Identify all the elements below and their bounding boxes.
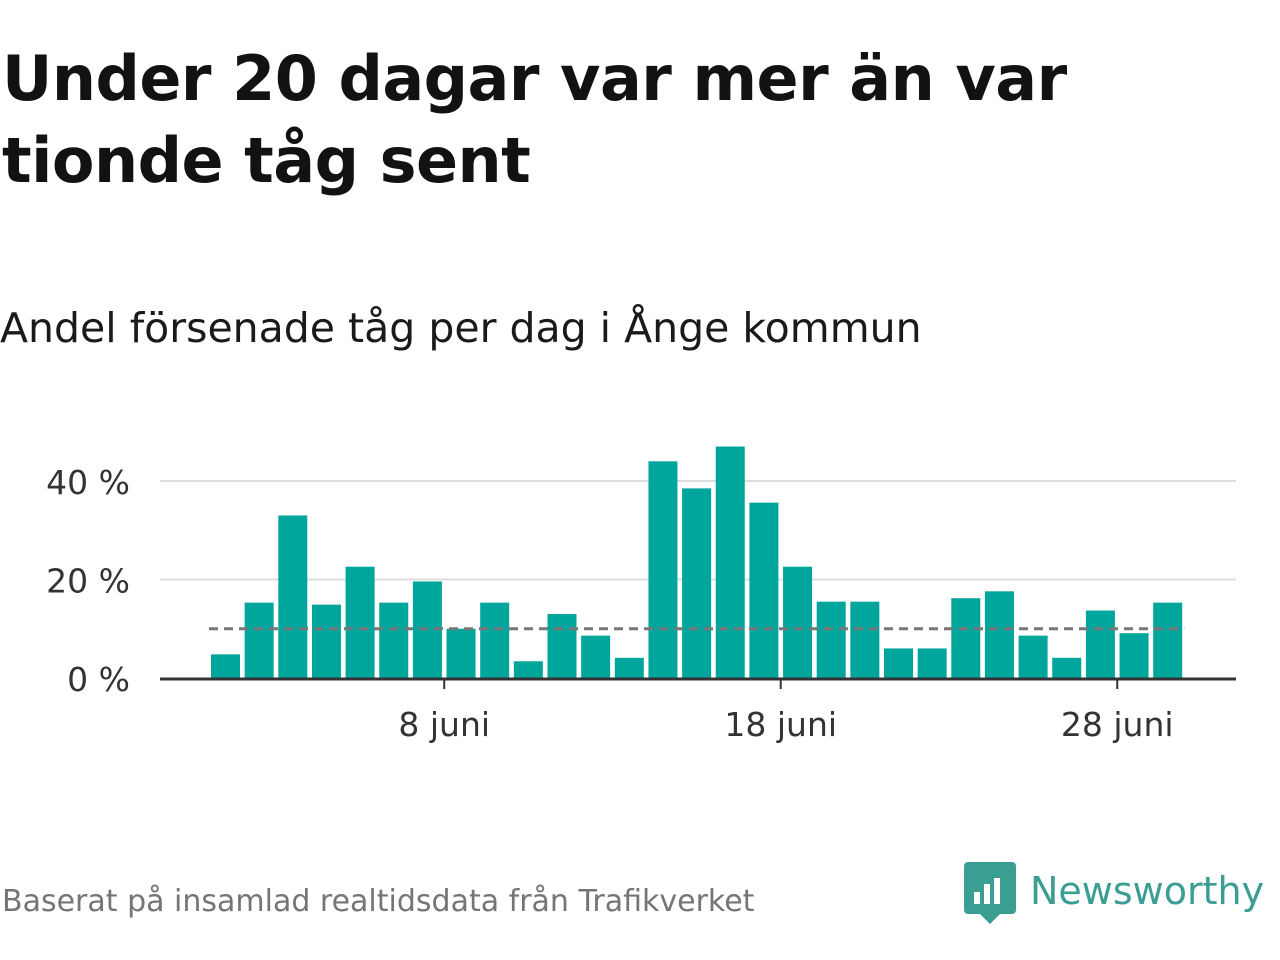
- bar: [311, 604, 341, 678]
- bar: [581, 635, 611, 678]
- x-tick-label: 18 juni: [724, 705, 837, 744]
- bar: [850, 601, 880, 678]
- y-tick-labels: 0 % 20 % 40 %: [46, 463, 130, 699]
- source-note: Baserat på insamlad realtidsdata från Tr…: [2, 884, 755, 919]
- x-tick-label: 28 juni: [1061, 705, 1174, 744]
- newsworthy-logo-icon: [964, 862, 1016, 924]
- bar: [244, 602, 274, 678]
- bar: [648, 461, 678, 678]
- bar: [278, 515, 308, 678]
- y-tick-label: 20 %: [46, 562, 130, 601]
- bar: [513, 661, 543, 678]
- bar: [1018, 635, 1048, 678]
- brand-name: Newsworthy: [1030, 869, 1265, 913]
- bar: [1052, 657, 1082, 678]
- y-tick-label: 40 %: [46, 463, 130, 502]
- bar: [884, 648, 913, 678]
- bar: [345, 566, 375, 678]
- bar: [1153, 602, 1183, 678]
- bar: [715, 446, 745, 678]
- bar: [480, 602, 510, 678]
- bar: [614, 657, 644, 678]
- bar: [951, 598, 981, 678]
- chart-subtitle: Andel försenade tåg per dag i Ånge kommu…: [0, 304, 922, 352]
- bar: [783, 566, 813, 678]
- chart-title: Under 20 dagar var mer än var tionde tåg…: [2, 42, 1067, 197]
- x-ticks: 8 juni 18 juni 28 juni: [398, 679, 1174, 744]
- bars: [211, 446, 1183, 678]
- bar: [547, 613, 577, 678]
- bar: [211, 654, 240, 678]
- bar: [816, 601, 846, 678]
- bar: [1119, 633, 1149, 678]
- bar: [749, 502, 779, 678]
- bar: [917, 648, 947, 678]
- bar-chart: 0 % 20 % 40 % 8 juni 18 juni 28 juni: [46, 446, 1236, 744]
- brand-logo[interactable]: Newsworthy: [964, 862, 1264, 926]
- x-tick-label: 8 juni: [398, 705, 490, 744]
- y-tick-label: 0 %: [67, 660, 130, 699]
- bar: [984, 591, 1014, 678]
- bar: [379, 602, 409, 678]
- bar: [446, 628, 476, 678]
- bar: [1085, 610, 1115, 678]
- bar: [682, 488, 712, 678]
